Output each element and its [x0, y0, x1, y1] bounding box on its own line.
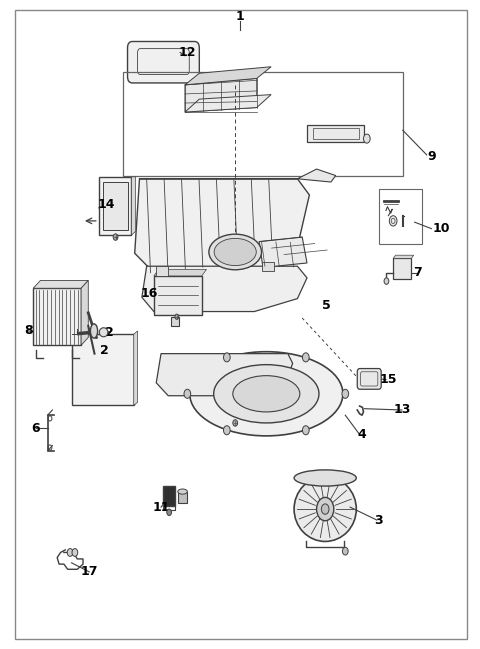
Circle shape [342, 547, 348, 555]
Text: 3: 3 [374, 513, 383, 526]
Polygon shape [135, 178, 310, 273]
Ellipse shape [214, 238, 256, 265]
Text: 15: 15 [380, 373, 397, 386]
Polygon shape [154, 269, 206, 276]
Bar [307, 125, 364, 142]
Polygon shape [33, 280, 88, 288]
Bar [99, 177, 132, 235]
Circle shape [72, 548, 78, 556]
Polygon shape [185, 67, 271, 85]
Bar [313, 129, 359, 139]
Polygon shape [132, 177, 136, 235]
Polygon shape [134, 331, 138, 406]
Bar [154, 276, 202, 315]
Text: 1: 1 [236, 10, 244, 23]
Bar [103, 182, 128, 230]
Circle shape [224, 353, 230, 362]
Text: 7: 7 [413, 266, 421, 279]
Text: 9: 9 [427, 150, 436, 163]
Circle shape [363, 134, 370, 143]
Ellipse shape [178, 489, 187, 494]
Polygon shape [72, 334, 134, 406]
Text: 11: 11 [152, 500, 170, 513]
Circle shape [113, 234, 118, 240]
Bar [262, 262, 274, 271]
Ellipse shape [294, 476, 356, 541]
Polygon shape [33, 288, 81, 345]
Bar [123, 72, 403, 175]
Circle shape [342, 389, 348, 398]
Bar [393, 258, 411, 279]
Text: 14: 14 [97, 198, 115, 211]
Circle shape [167, 509, 171, 515]
Ellipse shape [190, 352, 343, 436]
Text: 2: 2 [106, 326, 114, 339]
Text: 17: 17 [81, 565, 98, 578]
Circle shape [224, 426, 230, 435]
Text: 4: 4 [358, 428, 366, 441]
Bar [178, 491, 187, 503]
Circle shape [233, 420, 238, 426]
Text: 10: 10 [432, 222, 450, 235]
Circle shape [389, 215, 397, 226]
Ellipse shape [233, 376, 300, 412]
Bar [379, 188, 422, 243]
Circle shape [322, 504, 329, 514]
Text: 6: 6 [31, 422, 40, 435]
Polygon shape [185, 79, 257, 112]
Circle shape [175, 314, 179, 319]
Polygon shape [142, 266, 307, 312]
Text: 13: 13 [394, 404, 411, 417]
Bar [170, 317, 179, 326]
FancyBboxPatch shape [357, 369, 381, 389]
Circle shape [317, 497, 334, 520]
Circle shape [184, 389, 191, 398]
Text: 12: 12 [179, 46, 196, 59]
Text: 16: 16 [140, 287, 158, 300]
Polygon shape [185, 95, 271, 112]
Polygon shape [156, 354, 293, 396]
Polygon shape [81, 280, 88, 345]
Circle shape [302, 426, 309, 435]
FancyBboxPatch shape [128, 42, 199, 83]
Polygon shape [140, 169, 336, 182]
Text: 5: 5 [322, 299, 331, 312]
Ellipse shape [90, 324, 97, 338]
Circle shape [384, 278, 389, 284]
Ellipse shape [294, 470, 356, 486]
Bar [163, 486, 175, 506]
Circle shape [302, 353, 309, 362]
Text: 2: 2 [100, 344, 108, 357]
Ellipse shape [214, 365, 319, 423]
Circle shape [67, 548, 73, 556]
Polygon shape [393, 255, 414, 258]
Text: 8: 8 [24, 324, 33, 337]
Ellipse shape [209, 234, 262, 270]
Bar [156, 266, 168, 276]
Polygon shape [259, 237, 307, 267]
Ellipse shape [99, 328, 108, 337]
